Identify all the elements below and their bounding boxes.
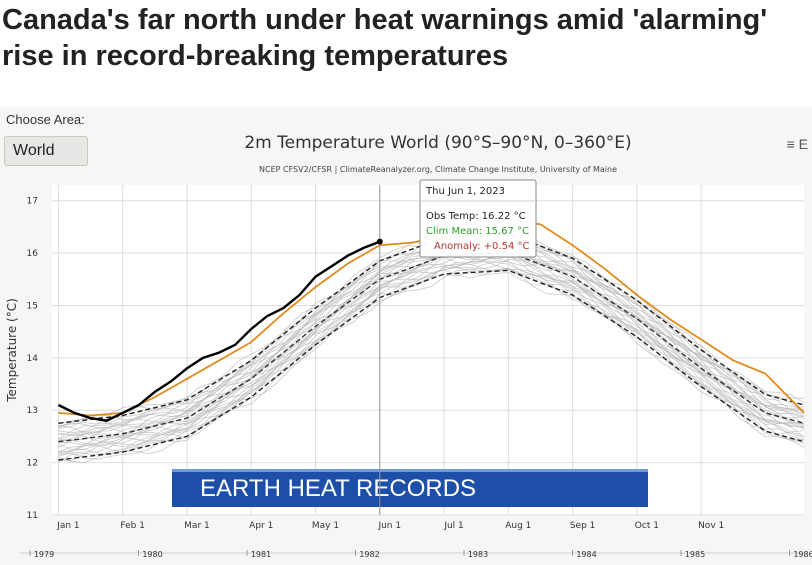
chart-title: 2m Temperature World (90°S–90°N, 0–360°E… <box>244 133 631 153</box>
navigator-year-label: 1984 <box>576 550 596 559</box>
tooltip-date: Thu Jun 1, 2023 <box>425 186 505 197</box>
historical-year-line <box>58 268 805 462</box>
x-tick-label: Aug 1 <box>505 521 531 531</box>
y-tick-label: 17 <box>27 197 38 207</box>
series-line-2023 <box>57 240 381 422</box>
x-tick-label: Jul 1 <box>443 521 463 531</box>
tooltip-box <box>419 179 537 258</box>
y-tick-label: 13 <box>27 406 38 416</box>
tooltip-clim: Clim Mean: 15.67 °C <box>426 226 529 237</box>
historical-year-line <box>58 242 805 442</box>
series-line-1979-2000-mean <box>58 251 805 443</box>
navigator-year-label: 1979 <box>34 550 54 559</box>
navigator-year-label: 1983 <box>468 550 488 559</box>
navigator-year-label: 1986 <box>793 550 812 559</box>
y-tick-label: 11 <box>27 511 38 521</box>
series-group <box>57 218 805 461</box>
x-tick-label: Sep 1 <box>570 521 596 531</box>
choose-area-label: Choose Area: <box>6 112 85 127</box>
article-headline: Canada's far north under heat warnings a… <box>2 4 768 72</box>
historical-year-line <box>58 249 805 448</box>
historical-year-line <box>58 249 805 444</box>
historical-year-line <box>58 254 805 453</box>
historical-year-line <box>58 239 805 440</box>
series-line--2- <box>58 232 805 424</box>
y-tick-label: 16 <box>27 249 39 259</box>
historical-year-line <box>58 261 805 462</box>
navigator-year-label: 1980 <box>142 550 162 559</box>
x-axis: Jan 1 Feb 1 Mar 1 Apr 1 May 1 Jun 1 Jul 1 Aug 1… <box>56 521 724 531</box>
tooltip-anomaly: Anomaly: +0.54 °C <box>434 241 530 252</box>
banner-text: EARTH HEAT RECORDS <box>200 475 476 502</box>
y-axis-title: Temperature (°C) <box>5 298 19 403</box>
chart-subtitle: NCEP CFSV2/CFSR | ClimateReanalyzer.org,… <box>259 165 617 174</box>
data-tooltip: Thu Jun 1, 2023 Obs Temp: 16.22 °C Clim … <box>376 179 537 515</box>
banner-highlight <box>172 469 648 472</box>
x-tick-label: May 1 <box>312 521 339 531</box>
y-tick-label: 12 <box>27 459 38 469</box>
historical-year-line <box>58 260 805 456</box>
navigator-year-label: 1982 <box>359 550 379 559</box>
banner-background <box>172 469 648 507</box>
navigator-year-label: 1981 <box>251 550 271 559</box>
x-tick-label: Nov 1 <box>698 521 724 531</box>
x-tick-label: Jan 1 <box>56 521 79 531</box>
historical-year-line <box>58 254 805 453</box>
tooltip-marker <box>376 238 383 245</box>
tooltip-obs: Obs Temp: 16.22 °C <box>426 211 526 222</box>
x-tick-label: Oct 1 <box>635 521 659 531</box>
series-line--2- <box>58 269 805 461</box>
year-navigator[interactable]: 1979 1980 1981 1982 1983 1984 1985 1986 <box>20 550 812 559</box>
y-axis: 11 12 13 14 15 16 17 <box>27 197 39 521</box>
navigator-year-label: 1985 <box>685 550 705 559</box>
news-banner: EARTH HEAT RECORDS <box>172 469 648 507</box>
x-tick-label: Feb 1 <box>120 521 145 531</box>
x-tick-label: Mar 1 <box>184 521 210 531</box>
hamburger-icon[interactable]: ≡ E <box>786 136 808 152</box>
area-select-button[interactable]: World <box>4 136 88 166</box>
x-tick-label: Jun 1 <box>377 521 401 531</box>
y-tick-label: 14 <box>27 354 39 364</box>
historical-years-lines <box>58 225 805 464</box>
x-tick-label: Apr 1 <box>249 521 273 531</box>
y-tick-label: 15 <box>27 301 38 311</box>
